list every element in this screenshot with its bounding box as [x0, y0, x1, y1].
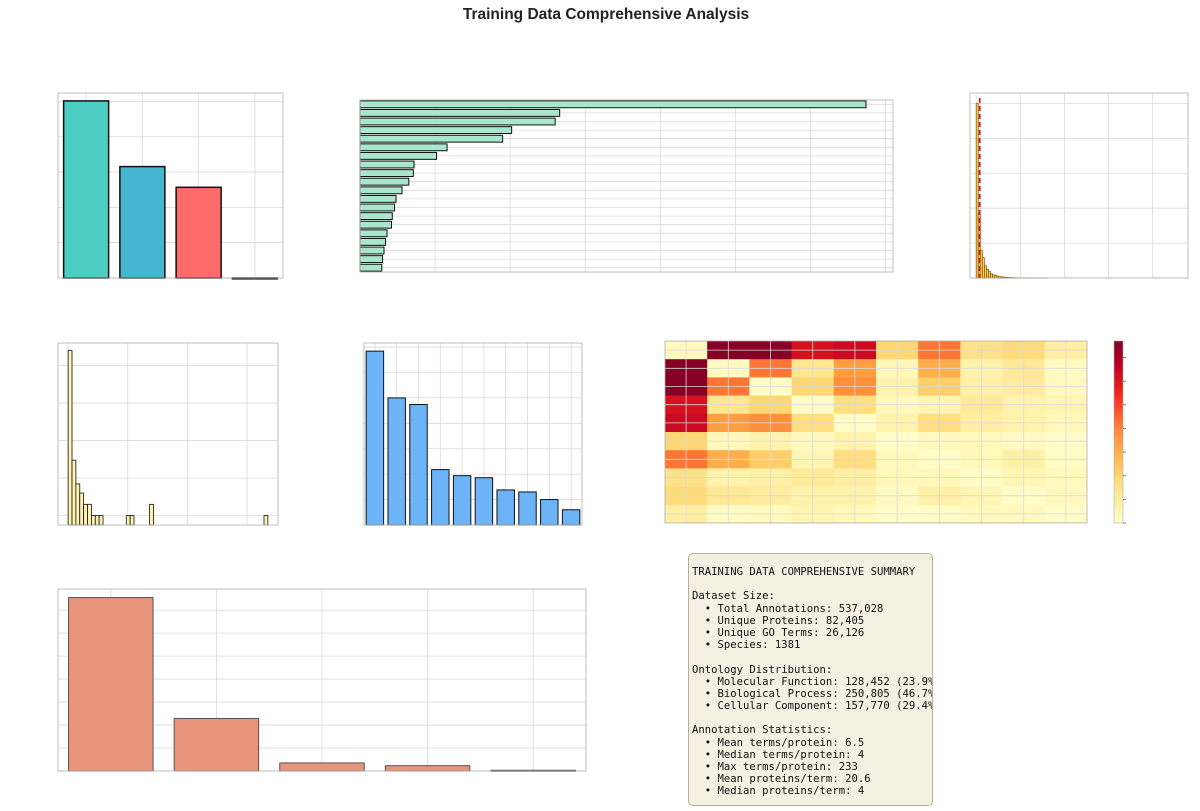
histogram-bar	[67, 350, 73, 526]
summary-panel: TRAINING DATA COMPREHENSIVE SUMMARY Datas…	[688, 553, 933, 806]
histogram-bar	[71, 459, 77, 526]
summary-line: • Molecular Function: 128,452 (23.9%)	[692, 675, 933, 688]
go-term-bar	[359, 117, 556, 126]
go-term-bar	[359, 169, 414, 178]
plot-frame	[969, 92, 1189, 279]
plot-frame	[363, 342, 583, 526]
species-bar	[409, 404, 428, 526]
summary-line: Annotation Statistics:	[692, 724, 833, 737]
histogram-bar	[263, 515, 269, 526]
go-term-bar	[359, 108, 561, 117]
charts-layer	[57, 92, 1189, 772]
histogram-bar	[98, 515, 104, 526]
plot-frame	[57, 342, 279, 526]
summary-line	[692, 712, 932, 724]
summary-line: • Median proteins/term: 4	[692, 785, 865, 798]
summary-line: • Mean terms/protein: 6.5	[692, 736, 865, 749]
histogram-bar	[83, 503, 88, 526]
go-term-bar	[359, 160, 415, 169]
top-go-chart	[359, 99, 894, 273]
summary-line: • Biological Process: 250,805 (46.7%)	[692, 687, 933, 700]
go-term-bar	[359, 229, 388, 238]
cooccurrence-chart	[664, 340, 1126, 524]
species-bar	[431, 469, 450, 526]
histogram-bar	[75, 483, 81, 526]
species-bar	[518, 491, 537, 526]
histogram-bar	[125, 515, 131, 526]
species-bar	[387, 397, 406, 526]
summary-line: • Max terms/protein: 233	[692, 761, 858, 773]
go-term-bar	[359, 263, 383, 272]
species-bar	[561, 509, 581, 526]
summary-line	[692, 651, 932, 663]
go-term-bar	[359, 194, 397, 203]
go-term-bar	[359, 220, 393, 229]
plot-frame	[57, 588, 587, 772]
go-term-bar	[359, 126, 513, 135]
summary-line: • Mean proteins/term: 20.6	[692, 773, 871, 786]
histogram-bar	[94, 515, 100, 526]
frequency-distribution-chart	[57, 588, 587, 772]
summary-line: • Unique Proteins: 82,405	[692, 614, 865, 627]
go-term-bar	[359, 212, 393, 221]
summary-line: • Unique GO Terms: 26,126	[692, 626, 865, 639]
histogram-bar	[129, 515, 135, 526]
go-term-bar	[359, 143, 448, 152]
go-term-bar	[359, 151, 438, 160]
plot-frame	[359, 99, 894, 273]
ontology-chart	[57, 92, 284, 280]
histogram-bar	[149, 503, 154, 526]
histogram-bar	[87, 503, 92, 526]
proteins-per-term-chart	[57, 342, 279, 526]
go-term-bar	[359, 255, 384, 264]
summary-line: • Species: 1381	[692, 639, 801, 652]
terms-per-protein-chart	[969, 92, 1189, 279]
species-bar	[540, 499, 559, 526]
summary-line: Ontology Distribution:	[692, 663, 833, 676]
histogram-bar	[90, 515, 96, 526]
go-term-bar	[359, 100, 867, 109]
plot-frame	[57, 92, 284, 279]
frequency-bar	[384, 765, 471, 772]
go-term-bar	[359, 134, 504, 143]
species-bar	[496, 489, 515, 526]
go-term-bar	[359, 177, 410, 186]
species-bar	[365, 350, 385, 526]
colorbar	[1113, 340, 1124, 524]
go-term-bar	[359, 237, 387, 246]
go-term-bar	[359, 186, 403, 195]
go-term-bar	[359, 246, 385, 255]
ontology-bar-bp	[62, 100, 110, 279]
species-bar	[474, 477, 494, 526]
histogram-bar	[79, 492, 85, 526]
summary-line	[692, 578, 932, 590]
ontology-bar-cc	[119, 165, 166, 279]
frequency-bar	[68, 597, 154, 772]
species-bar	[452, 475, 472, 526]
go-term-bar	[359, 203, 396, 212]
figure-title: Training Data Comprehensive Analysis	[463, 6, 749, 23]
ontology-bar-mf	[175, 186, 222, 279]
summary-line: • Total Annotations: 537,028	[692, 602, 884, 615]
frequency-bar	[173, 717, 260, 772]
summary-line: Dataset Size:	[692, 590, 775, 603]
frequency-bar	[279, 762, 365, 772]
top-species-chart	[363, 342, 583, 526]
summary-line: • Cellular Component: 157,770 (29.4%)	[692, 700, 933, 713]
summary-line: TRAINING DATA COMPREHENSIVE SUMMARY	[692, 566, 916, 578]
summary-line: • Median terms/protein: 4	[692, 748, 865, 761]
plot-frame	[664, 340, 1088, 524]
